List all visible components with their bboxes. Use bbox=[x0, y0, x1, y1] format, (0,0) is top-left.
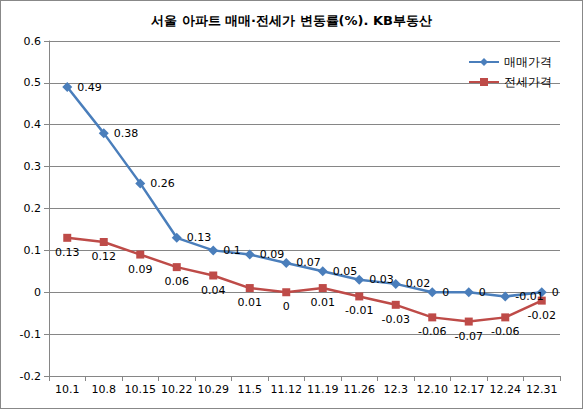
svg-text:0.13: 0.13 bbox=[187, 231, 212, 244]
svg-text:12.3: 12.3 bbox=[384, 383, 409, 396]
svg-text:-0.07: -0.07 bbox=[455, 330, 483, 343]
svg-text:0.4: 0.4 bbox=[24, 118, 42, 131]
svg-text:0.3: 0.3 bbox=[24, 160, 42, 173]
svg-text:0.07: 0.07 bbox=[296, 256, 321, 269]
svg-text:0: 0 bbox=[34, 286, 41, 299]
svg-text:0.2: 0.2 bbox=[24, 202, 42, 215]
svg-text:-0.1: -0.1 bbox=[20, 328, 41, 341]
svg-text:12.17: 12.17 bbox=[453, 383, 485, 396]
svg-text:0.12: 0.12 bbox=[92, 250, 117, 263]
svg-text:0.03: 0.03 bbox=[369, 273, 394, 286]
svg-text:12.10: 12.10 bbox=[417, 383, 449, 396]
svg-text:0.1: 0.1 bbox=[223, 244, 241, 257]
svg-text:0.01: 0.01 bbox=[311, 296, 336, 309]
svg-text:0.01: 0.01 bbox=[238, 296, 263, 309]
svg-text:0.09: 0.09 bbox=[260, 248, 285, 261]
svg-text:0.06: 0.06 bbox=[165, 275, 190, 288]
svg-text:-0.01: -0.01 bbox=[345, 304, 373, 317]
svg-text:-0.03: -0.03 bbox=[382, 313, 410, 326]
svg-text:0.02: 0.02 bbox=[406, 277, 431, 290]
svg-text:10.22: 10.22 bbox=[161, 383, 193, 396]
svg-text:0.04: 0.04 bbox=[201, 284, 226, 297]
svg-text:-0.2: -0.2 bbox=[20, 370, 41, 383]
svg-text:전세가격: 전세가격 bbox=[504, 75, 552, 89]
svg-text:서울 아파트 매매·전세가 변동률(%). KB부동산: 서울 아파트 매매·전세가 변동률(%). KB부동산 bbox=[151, 13, 432, 28]
svg-text:0.1: 0.1 bbox=[24, 244, 42, 257]
svg-text:0: 0 bbox=[283, 300, 290, 313]
svg-text:0.05: 0.05 bbox=[333, 265, 358, 278]
svg-text:0: 0 bbox=[442, 286, 449, 299]
svg-text:10.1: 10.1 bbox=[55, 383, 80, 396]
svg-text:-0.02: -0.02 bbox=[528, 309, 556, 322]
svg-text:0.5: 0.5 bbox=[24, 76, 42, 89]
svg-text:-0.06: -0.06 bbox=[418, 325, 446, 338]
svg-text:12.24: 12.24 bbox=[490, 383, 522, 396]
svg-text:0.26: 0.26 bbox=[150, 177, 175, 190]
svg-text:0: 0 bbox=[479, 286, 486, 299]
svg-text:12.31: 12.31 bbox=[526, 383, 558, 396]
svg-text:10.8: 10.8 bbox=[92, 383, 117, 396]
svg-text:11.26: 11.26 bbox=[344, 383, 376, 396]
svg-text:11.19: 11.19 bbox=[307, 383, 339, 396]
svg-text:0: 0 bbox=[552, 286, 559, 299]
svg-text:매매가격: 매매가격 bbox=[504, 55, 552, 69]
svg-text:-0.06: -0.06 bbox=[491, 325, 519, 338]
svg-text:0.13: 0.13 bbox=[55, 246, 80, 259]
svg-text:11.12: 11.12 bbox=[271, 383, 303, 396]
svg-text:11.5: 11.5 bbox=[238, 383, 263, 396]
svg-text:-0.01: -0.01 bbox=[515, 290, 543, 303]
svg-text:0.49: 0.49 bbox=[77, 81, 102, 94]
svg-text:10.15: 10.15 bbox=[125, 383, 157, 396]
svg-text:0.6: 0.6 bbox=[24, 35, 42, 48]
svg-text:10.29: 10.29 bbox=[198, 383, 230, 396]
svg-text:0.09: 0.09 bbox=[128, 263, 153, 276]
svg-text:0.38: 0.38 bbox=[114, 127, 139, 140]
